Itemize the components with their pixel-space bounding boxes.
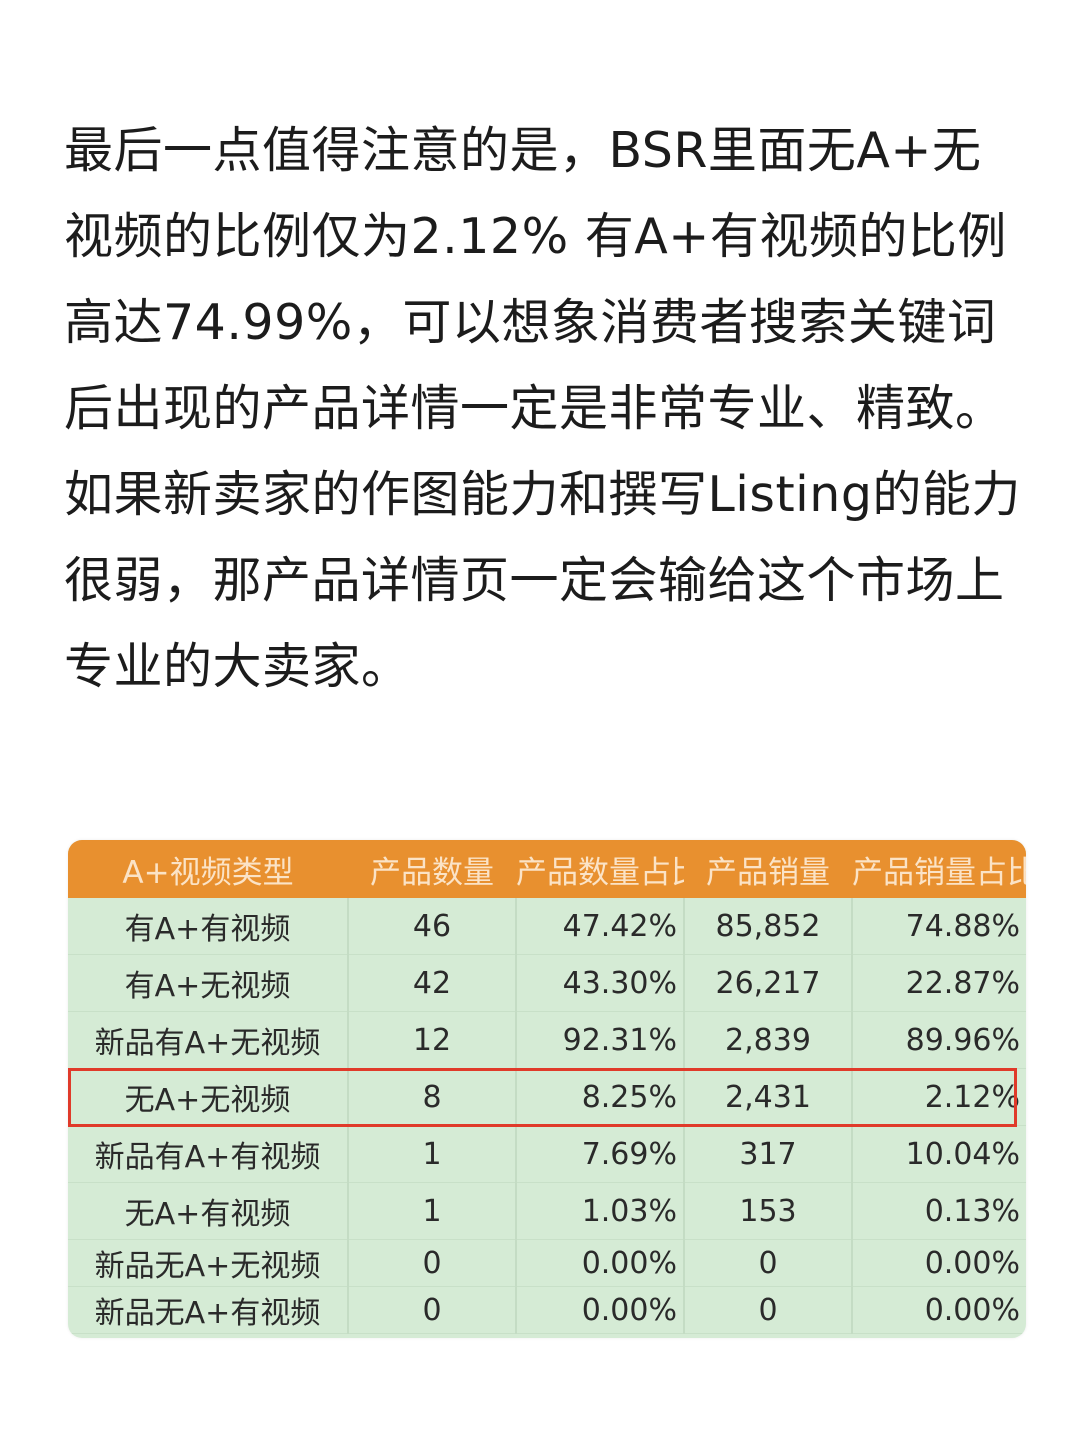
header-count: 产品数量 (348, 840, 516, 898)
cell-sales-pct: 0.00% (852, 1239, 1026, 1287)
cell-count-pct: 1.03% (516, 1182, 685, 1240)
cell-count: 8 (348, 1068, 517, 1126)
cell-count: 0 (348, 1239, 517, 1287)
cell-count-pct: 43.30% (516, 954, 685, 1012)
cell-sales: 153 (684, 1182, 853, 1240)
cell-sales-pct: 0.13% (852, 1182, 1026, 1240)
article-paragraph: 最后一点值得注意的是，BSR里面无A+无视频的比例仅为2.12% 有A+有视频的… (64, 122, 1021, 695)
cell-count-pct: 92.31% (516, 1011, 685, 1069)
header-count-pct: 产品数量占比 (516, 840, 684, 898)
cell-type: 无A+有视频 (68, 1182, 349, 1240)
cell-count-pct: 0.00% (516, 1286, 685, 1334)
table-row: 无A+有视频 1 1.03% 153 0.13% (68, 1182, 1026, 1240)
header-sales: 产品销量 (684, 840, 852, 898)
table-row-highlighted: 无A+无视频 8 8.25% 2,431 2.12% (68, 1068, 1026, 1126)
table-header-row: A+视频类型 产品数量 产品数量占比 产品销量 产品销量占比 (68, 840, 1026, 898)
cell-count-pct: 8.25% (516, 1068, 685, 1126)
cell-type: 新品有A+无视频 (68, 1011, 349, 1069)
table-row: 有A+有视频 46 47.42% 85,852 74.88% (68, 898, 1026, 955)
cell-count: 0 (348, 1286, 517, 1334)
cell-type: 新品无A+无视频 (68, 1239, 349, 1287)
table-row: 新品无A+有视频 0 0.00% 0 0.00% (68, 1286, 1026, 1334)
table-row: 新品有A+无视频 12 92.31% 2,839 89.96% (68, 1011, 1026, 1069)
cell-sales: 0 (684, 1239, 853, 1287)
cell-type: 无A+无视频 (68, 1068, 349, 1126)
cell-sales: 85,852 (684, 898, 853, 955)
cell-sales: 0 (684, 1286, 853, 1334)
a-plus-video-table: A+视频类型 产品数量 产品数量占比 产品销量 产品销量占比 有A+有视频 46… (68, 840, 1026, 1334)
cell-count: 1 (348, 1125, 517, 1183)
header-sales-pct: 产品销量占比 (852, 840, 1026, 898)
cell-type: 有A+无视频 (68, 954, 349, 1012)
cell-sales: 317 (684, 1125, 853, 1183)
cell-sales-pct: 2.12% (852, 1068, 1026, 1126)
table-row: 新品有A+有视频 1 7.69% 317 10.04% (68, 1125, 1026, 1183)
header-type: A+视频类型 (68, 840, 348, 898)
cell-sales-pct: 74.88% (852, 898, 1026, 955)
cell-sales: 2,839 (684, 1011, 853, 1069)
cell-sales: 2,431 (684, 1068, 853, 1126)
table-row: 新品无A+无视频 0 0.00% 0 0.00% (68, 1239, 1026, 1287)
cell-count-pct: 0.00% (516, 1239, 685, 1287)
cell-sales-pct: 10.04% (852, 1125, 1026, 1183)
cell-count: 46 (348, 898, 517, 955)
cell-type: 新品有A+有视频 (68, 1125, 349, 1183)
cell-sales-pct: 22.87% (852, 954, 1026, 1012)
cell-type: 新品无A+有视频 (68, 1286, 349, 1334)
cell-sales-pct: 0.00% (852, 1286, 1026, 1334)
cell-count: 1 (348, 1182, 517, 1240)
table-row: 有A+无视频 42 43.30% 26,217 22.87% (68, 954, 1026, 1012)
cell-sales: 26,217 (684, 954, 853, 1012)
cell-sales-pct: 89.96% (852, 1011, 1026, 1069)
cell-count: 42 (348, 954, 517, 1012)
cell-type: 有A+有视频 (68, 898, 349, 955)
cell-count-pct: 7.69% (516, 1125, 685, 1183)
data-table-card: A+视频类型 产品数量 产品数量占比 产品销量 产品销量占比 有A+有视频 46… (68, 840, 1026, 1338)
cell-count: 12 (348, 1011, 517, 1069)
cell-count-pct: 47.42% (516, 898, 685, 955)
